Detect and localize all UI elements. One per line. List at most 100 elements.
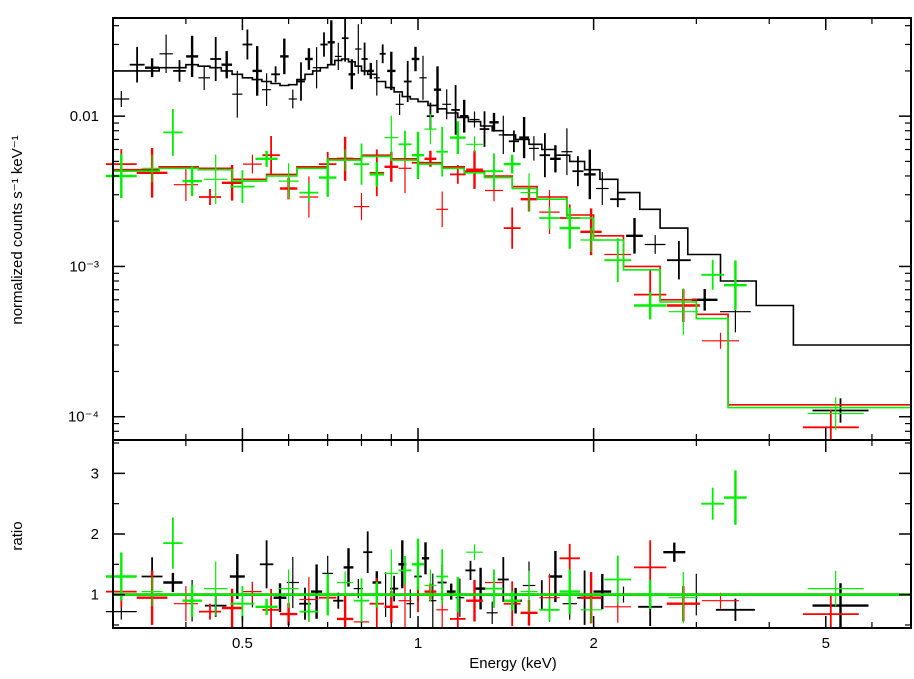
spectrum-data-point [262, 136, 280, 175]
spectrum-data-point [361, 42, 368, 76]
spectrum-data-point [550, 145, 561, 173]
spectrum-data-point [395, 93, 404, 116]
spectrum-data-point [159, 34, 173, 73]
spectrum-data-point [667, 241, 691, 280]
ratio-data-point [668, 572, 698, 624]
ratio-data-point [278, 569, 299, 608]
ratio-y-tick-label: 3 [91, 465, 99, 482]
ratio-data-point [199, 603, 222, 620]
spectrum-data-point [186, 35, 199, 77]
ratio-data-point [343, 548, 354, 587]
spectrum-data-point [242, 29, 253, 60]
spectrum-series-0 [113, 18, 912, 423]
ratio-data-point [243, 582, 262, 602]
spectrum-data-point [604, 238, 632, 283]
ratio-series-1 [105, 540, 911, 628]
spectrum-data-point [305, 48, 313, 70]
ratio-data-point [539, 598, 560, 621]
ratio-data-point [229, 554, 245, 599]
ratio-data-point [259, 540, 274, 589]
ratio-data-point [163, 517, 183, 569]
spectrum-data-point [353, 193, 370, 221]
spectrum-data-point [459, 99, 469, 133]
ratio-data-point [466, 579, 483, 622]
spectrum-data-point [812, 398, 869, 423]
spectrum-data-point [561, 128, 573, 176]
ratio-data-point [475, 567, 486, 610]
ratio-series-0 [105, 531, 911, 628]
spectrum-data-point [802, 409, 859, 440]
spectrum-data-point [129, 46, 145, 83]
spectrum-data-point [369, 162, 385, 187]
spectrum-data-point [312, 47, 321, 89]
ratio-panel [105, 470, 911, 628]
ratio-data-point [203, 561, 228, 616]
spectrum-data-point [572, 156, 584, 187]
x-tick-label: 0.5 [232, 635, 253, 652]
spectrum-data-point [173, 60, 186, 82]
axes-layer: 0.5 1 2 5 0.01 10⁻³ 10⁻⁴ 1 2 3 [68, 17, 912, 652]
ratio-y-tick-label: 2 [91, 526, 99, 543]
spectrum-data-point [626, 218, 643, 254]
ratio-data-point [724, 470, 747, 525]
spectrum-data-point [297, 62, 305, 101]
spectrum-data-point [436, 191, 449, 228]
x-tick-label: 1 [414, 635, 422, 652]
ratio-data-point [424, 569, 437, 602]
spectrum-data-point [367, 62, 374, 79]
ratio-data-point [230, 586, 255, 622]
ratio-data-point [634, 580, 667, 609]
spectrum-data-point [373, 60, 380, 96]
ratio-data-point [520, 570, 538, 613]
spectrum-data-point [318, 158, 337, 197]
spectrum-data-point [141, 154, 163, 182]
ratio-data-point [299, 602, 319, 622]
spectrum-data-point [508, 130, 519, 153]
ratio-data-point [398, 556, 412, 585]
ratio-data-point [421, 542, 430, 575]
spectrum-data-point [503, 154, 521, 174]
spectrum-data-point [469, 111, 480, 128]
spectrum-data-point [288, 89, 297, 109]
spectrum-panel [105, 18, 912, 440]
spectrum-data-point [701, 259, 724, 290]
spectrum-data-point [230, 170, 255, 203]
spectrum-model-line-1 [113, 154, 911, 406]
spectrum-data-point [173, 168, 198, 202]
ratio-data-point [363, 531, 373, 573]
spectrum-data-point [278, 163, 299, 199]
spectrum-data-point [436, 126, 449, 177]
y-tick-label: 10⁻⁴ [68, 409, 99, 426]
spectrum-data-point [199, 189, 222, 205]
ratio-data-point [141, 577, 163, 606]
spectrum-model-line-2 [113, 155, 911, 409]
ratio-data-point [593, 574, 612, 610]
ratio-data-point [450, 577, 466, 613]
spectrum-data-point [433, 66, 442, 114]
spectrum-data-point [498, 115, 508, 155]
spectrum-data-point [559, 207, 580, 249]
spectrum-data-point [489, 112, 499, 132]
ratio-data-point [701, 487, 724, 520]
spectrum-data-point [105, 154, 137, 198]
spectrum-series-2 [105, 109, 911, 430]
ratio-data-point [466, 544, 483, 561]
spectrum-data-point [387, 51, 396, 91]
ratio-data-point [311, 564, 323, 619]
spectrum-data-point [411, 46, 420, 72]
spectrum-data-point [701, 332, 740, 349]
spectrum-data-point [221, 51, 232, 79]
spectrum-data-point [232, 70, 243, 118]
ratio-data-point [411, 538, 425, 590]
spectrum-data-point [424, 114, 437, 145]
spectrum-data-point [320, 32, 328, 57]
ratio-data-point [337, 571, 354, 594]
ratio-data-point [369, 581, 385, 608]
spectrum-data-point [485, 153, 504, 189]
spectrum-data-point [113, 91, 130, 107]
x-tick-label: 2 [589, 635, 597, 652]
ratio-data-point [503, 591, 521, 611]
spectrum-data-point [403, 60, 412, 103]
y-axis-label-spectrum: normalized counts s⁻¹ keV⁻¹ [9, 135, 26, 324]
